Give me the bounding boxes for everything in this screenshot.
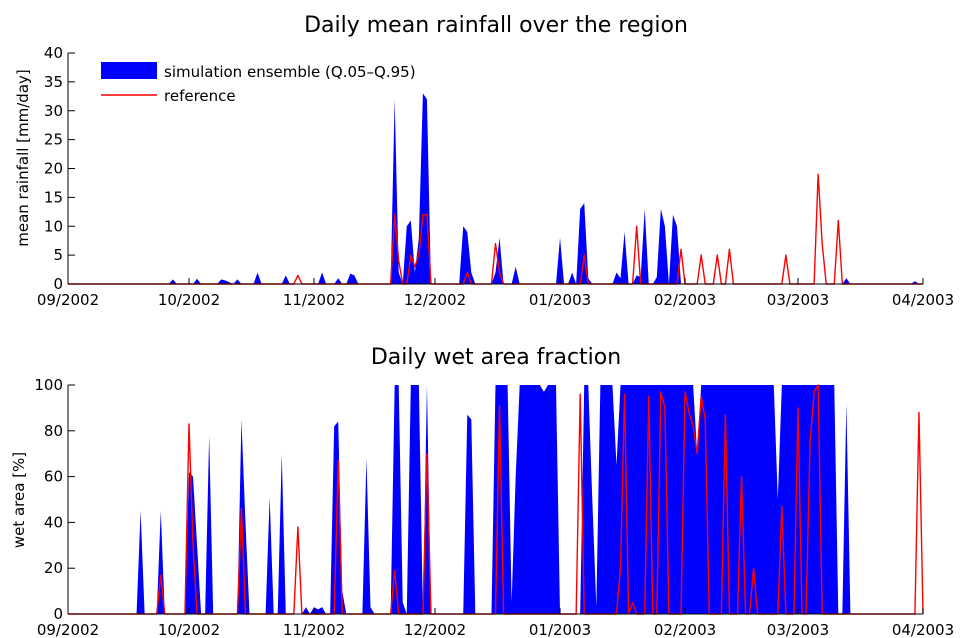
y-tick-label: 10 <box>44 217 63 235</box>
x-tick-label: 01/2003 <box>529 621 591 638</box>
y-tick-label: 25 <box>44 131 63 149</box>
x-tick-label: 10/2002 <box>158 621 220 638</box>
x-tick-label: 02/2003 <box>654 621 716 638</box>
y-tick-label: 20 <box>44 559 63 577</box>
x-tick-label: 12/2002 <box>404 621 466 638</box>
y-tick-label: 100 <box>34 376 63 394</box>
x-tick-label: 03/2003 <box>767 291 829 309</box>
y-tick-label: 60 <box>44 468 63 486</box>
y-tick-label: 15 <box>44 188 63 206</box>
x-tick-label: 10/2002 <box>158 291 220 309</box>
chart-title-wet-area: Daily wet area fraction <box>371 345 621 370</box>
y-tick-label: 0 <box>53 275 63 293</box>
y-tick-label: 35 <box>44 73 63 91</box>
y-tick-label: 20 <box>44 160 63 178</box>
legend: simulation ensemble (Q.05–Q.95) referenc… <box>101 62 416 105</box>
ensemble-band-rainfall <box>68 93 919 285</box>
plot-area-rainfall: 0 5 10 15 20 25 30 35 40 09/2002 10/2002 11/2002 12/… <box>37 44 954 309</box>
y-tick-label: 0 <box>53 605 63 623</box>
x-tick-label: 01/2003 <box>529 291 591 309</box>
x-tick-label: 11/2002 <box>283 621 345 638</box>
x-tick-label: 02/2003 <box>654 291 716 309</box>
legend-label-reference: reference <box>164 87 236 105</box>
wet-area-chart: Daily wet area fraction wet area [%] 0 20… <box>10 345 954 638</box>
y-axis-label-wet-area: wet area [%] <box>10 452 28 548</box>
reference-line-rainfall <box>68 173 923 285</box>
x-tick-label: 12/2002 <box>404 291 466 309</box>
x-tick-label: 04/2003 <box>892 291 954 309</box>
plot-area-wet-area: 0 20 40 60 80 100 09/2002 10/2002 11/2002 12/2002… <box>34 376 954 638</box>
rainfall-chart: Daily mean rainfall over the region mean… <box>14 13 954 309</box>
y-tick-label: 40 <box>44 44 63 62</box>
y-tick-label: 40 <box>44 513 63 531</box>
y-tick-label: 30 <box>44 102 63 120</box>
y-tick-label: 80 <box>44 422 63 440</box>
y-tick-label: 5 <box>53 246 63 264</box>
x-tick-label: 04/2003 <box>892 621 954 638</box>
legend-swatch-band <box>101 62 157 79</box>
x-tick-label: 09/2002 <box>37 291 99 309</box>
legend-label-band: simulation ensemble (Q.05–Q.95) <box>164 63 416 81</box>
x-tick-label: 11/2002 <box>283 291 345 309</box>
x-tick-label: 03/2003 <box>767 621 829 638</box>
ensemble-band-wet-area <box>68 385 907 614</box>
chart-title-rainfall: Daily mean rainfall over the region <box>304 13 688 38</box>
y-axis-label-rainfall: mean rainfall [mm/day] <box>14 69 32 247</box>
x-tick-label: 09/2002 <box>37 621 99 638</box>
